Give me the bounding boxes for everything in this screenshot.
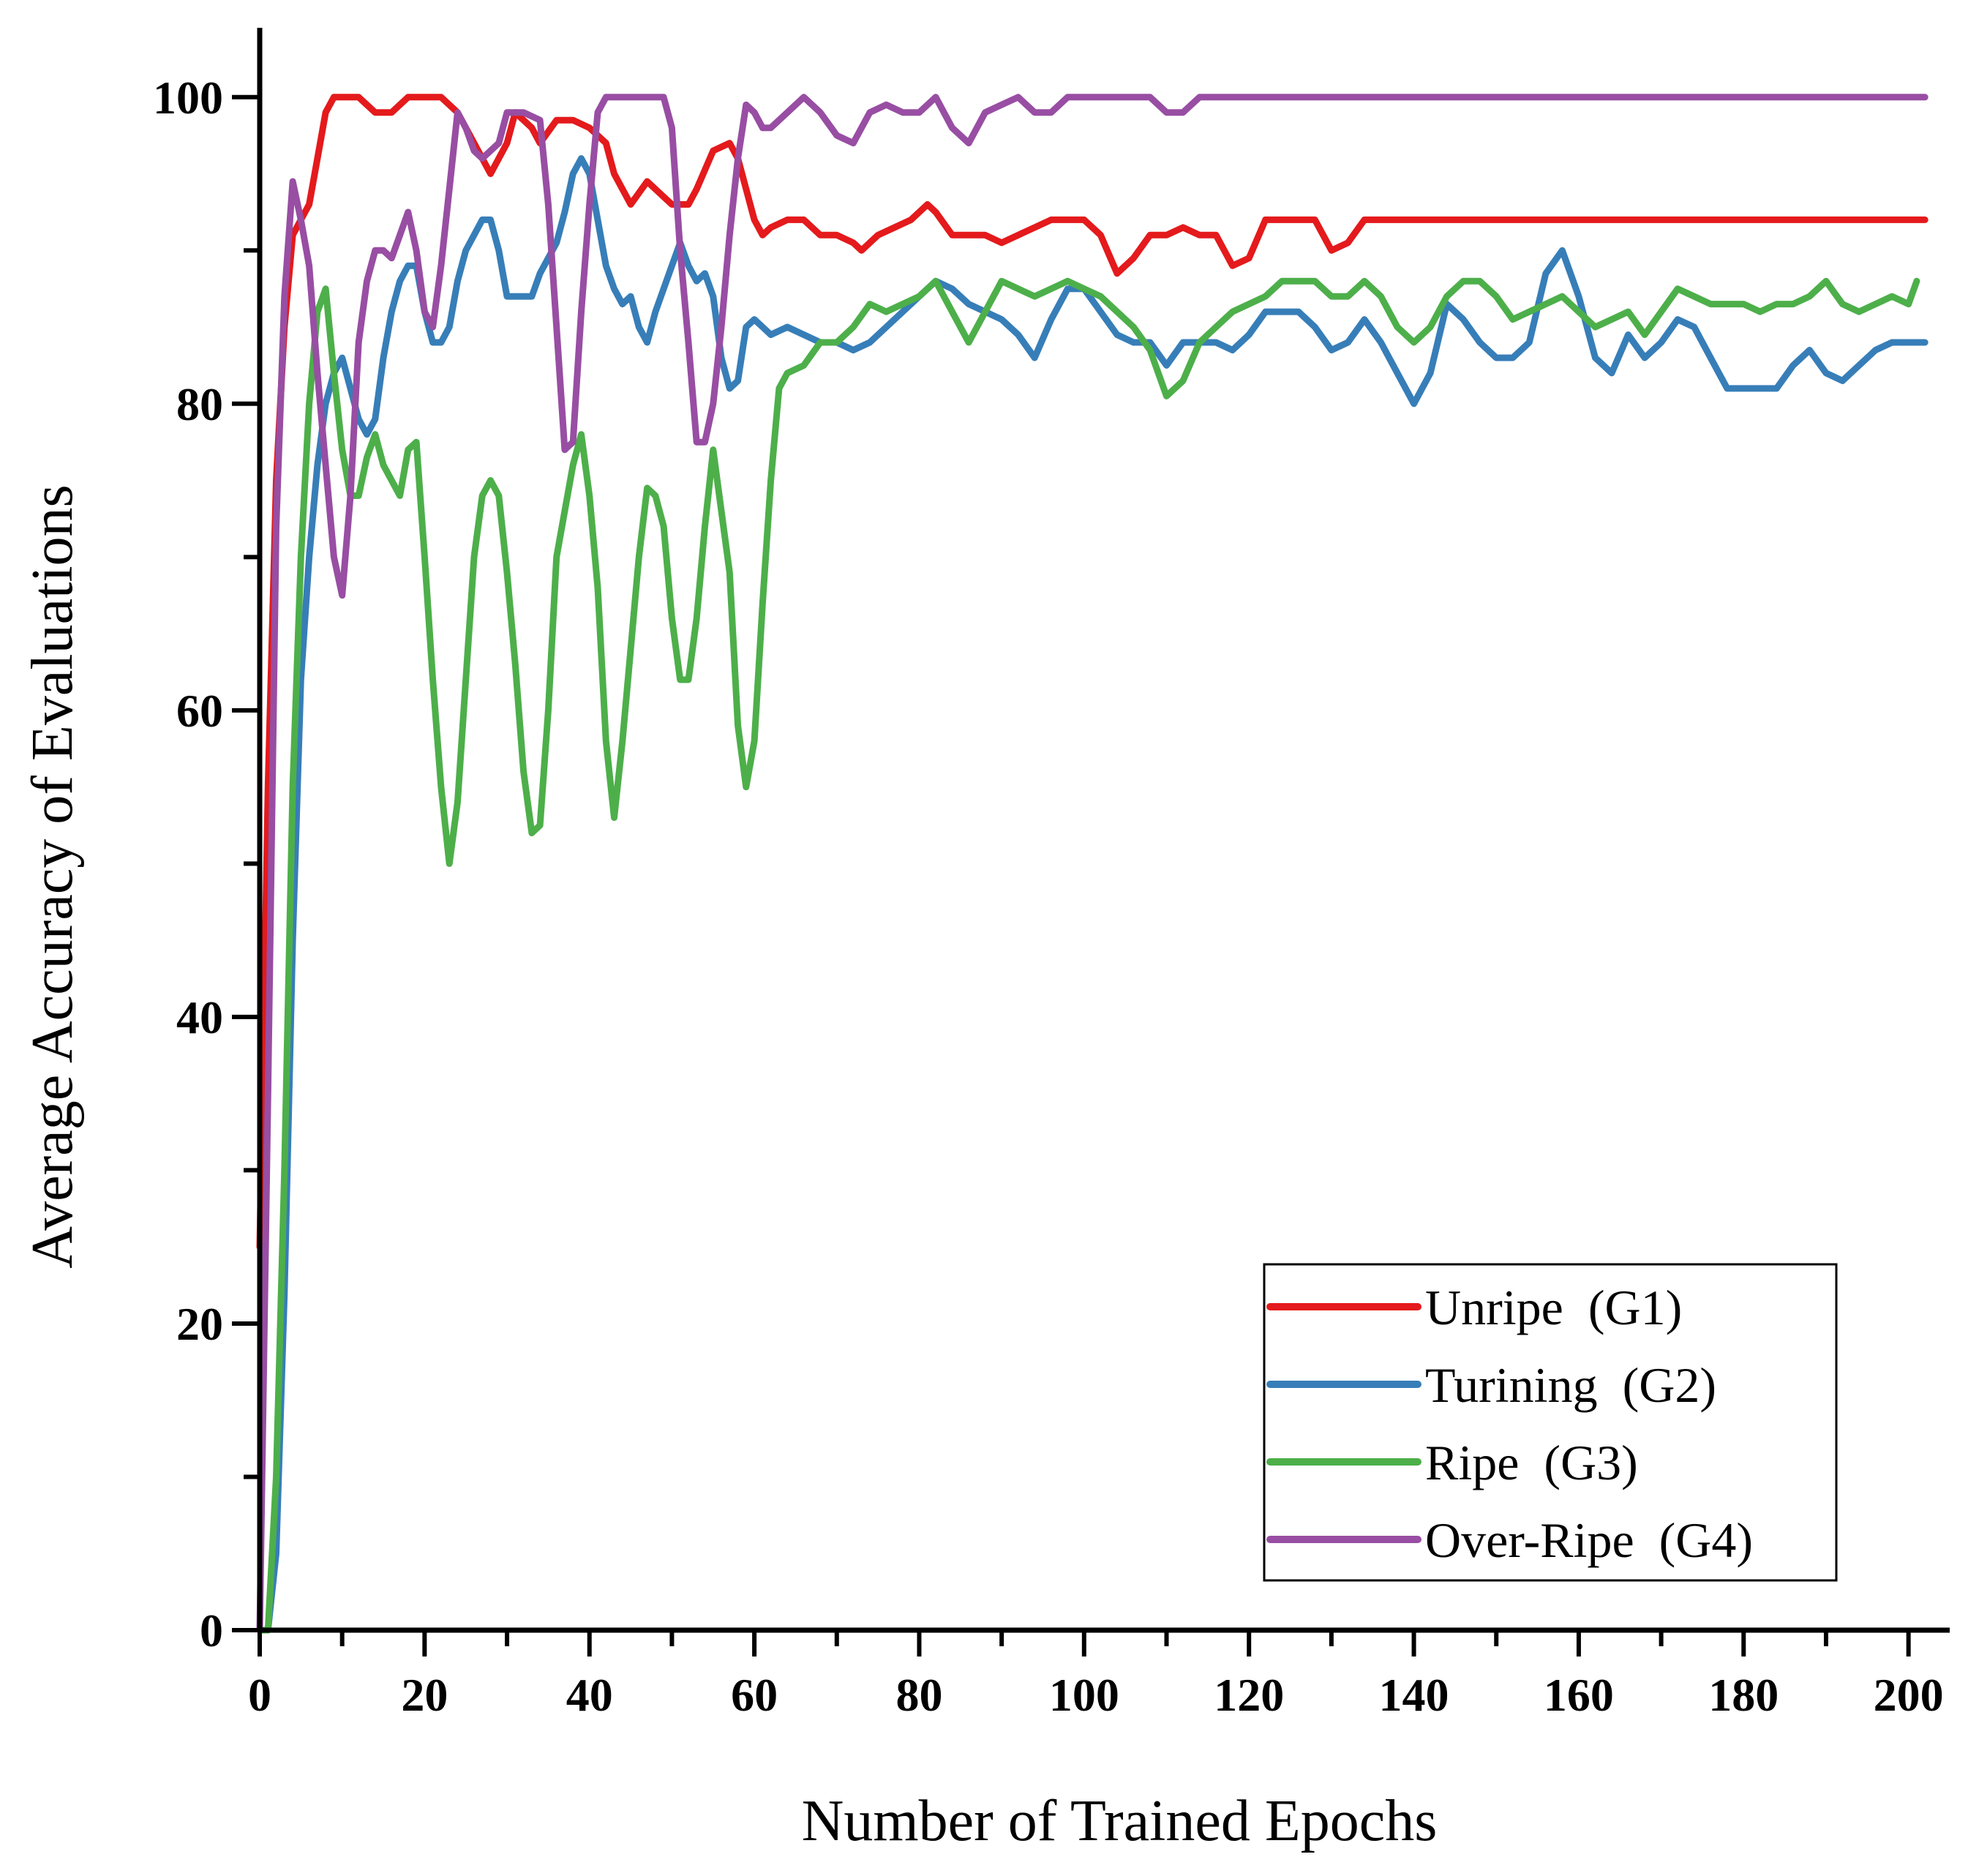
x-tick-label: 140 [1379, 1669, 1449, 1721]
y-axis-ticks: 0 20 40 60 80 100 [153, 72, 260, 1656]
y-tick-label: 60 [176, 685, 223, 737]
y-axis-title: Average Accuracy of Evaluations [20, 484, 85, 1268]
y-tick-label: 20 [176, 1298, 223, 1350]
series-line-g4 [256, 94, 1928, 1634]
x-axis-ticks: 0 20 40 60 80 100 120 140 160 180 200 [248, 1630, 1944, 1721]
x-tick-label: 180 [1708, 1669, 1779, 1721]
series-line-g3 [256, 277, 1920, 1634]
y-tick-label: 100 [153, 72, 223, 124]
legend-label-g4: Over-Ripe (G4) [1425, 1512, 1753, 1568]
y-tick-label: 80 [176, 378, 223, 430]
x-tick-label: 60 [731, 1669, 778, 1721]
legend-label-g3: Ripe (G3) [1425, 1435, 1638, 1490]
x-tick-label: 160 [1544, 1669, 1614, 1721]
legend-box [1263, 1263, 1838, 1582]
x-axis-title: Number of Trained Epochs [802, 1789, 1438, 1853]
x-tick-label: 20 [401, 1669, 448, 1721]
x-tick-label: 80 [895, 1669, 942, 1721]
x-tick-label: 0 [248, 1669, 271, 1721]
x-tick-label: 40 [566, 1669, 613, 1721]
plot-area [256, 94, 1928, 1634]
legend: Unripe (G1) Turining (G2) Ripe (G3) Over-Ri… [1263, 1263, 1838, 1582]
legend-label-g2: Turining (G2) [1425, 1357, 1716, 1413]
x-tick-label: 200 [1874, 1669, 1944, 1721]
legend-label-g1: Unripe (G1) [1425, 1280, 1682, 1335]
x-tick-label: 100 [1049, 1669, 1119, 1721]
y-tick-label: 0 [200, 1605, 223, 1656]
series-line-g1 [256, 94, 1928, 1250]
x-tick-label: 120 [1214, 1669, 1284, 1721]
y-tick-label: 40 [176, 991, 223, 1043]
